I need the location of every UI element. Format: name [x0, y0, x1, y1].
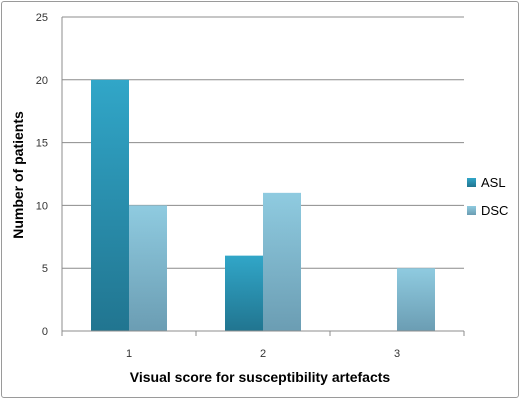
x-tick-label: 3 — [394, 348, 400, 360]
bar-dsc-2 — [263, 192, 301, 331]
legend-swatch-asl — [467, 178, 476, 187]
legend-label-dsc: DSC — [481, 203, 508, 218]
bars — [91, 79, 435, 331]
legend: ASL DSC — [467, 175, 508, 218]
bar-dsc-1 — [129, 205, 167, 331]
y-tick-label: 5 — [42, 263, 48, 275]
x-tick-label: 1 — [126, 348, 132, 360]
bar-dsc-3 — [397, 268, 435, 331]
x-axis-title: Visual score for susceptibility artefact… — [130, 369, 391, 385]
y-tick-label: 10 — [36, 200, 48, 212]
y-tick-label: 25 — [36, 12, 48, 24]
legend-swatch-dsc — [467, 206, 476, 215]
legend-label-asl: ASL — [481, 175, 506, 190]
bar-asl-1 — [91, 79, 129, 331]
axes — [61, 17, 465, 336]
y-tick-label: 15 — [36, 138, 48, 150]
x-tick-label: 2 — [260, 348, 266, 360]
bar-asl-2 — [225, 255, 263, 331]
x-axis-ticks: 1 2 3 — [126, 348, 400, 360]
y-tick-label: 20 — [36, 75, 48, 87]
y-tick-label: 0 — [42, 326, 48, 338]
y-axis-title: Number of patients — [10, 111, 26, 239]
y-axis-ticks: 0 5 10 15 20 25 — [36, 12, 48, 338]
chart-frame — [1, 1, 519, 398]
